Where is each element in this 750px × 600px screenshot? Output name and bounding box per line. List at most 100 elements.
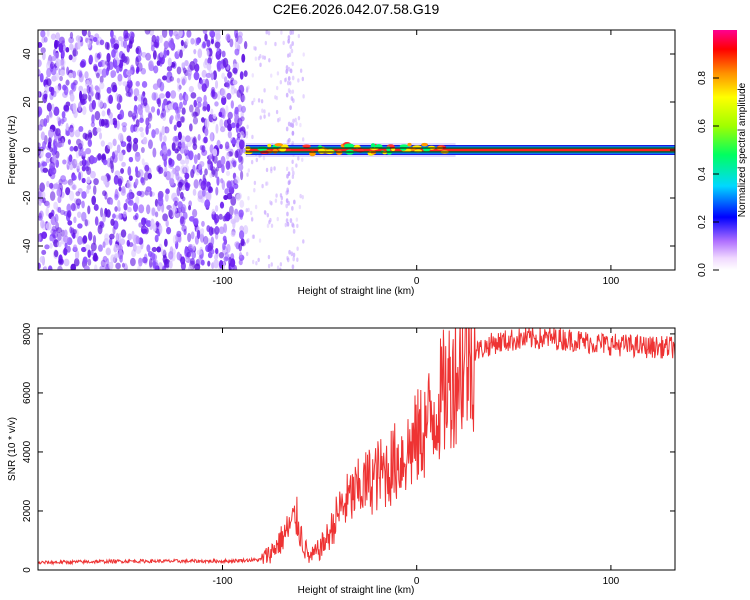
noise-cell — [247, 168, 250, 173]
noise-cell — [216, 91, 221, 101]
noise-cell — [122, 125, 127, 133]
signal-blob — [391, 147, 396, 152]
noise-cell — [97, 99, 104, 108]
noise-cell — [276, 71, 280, 76]
signal-blob — [386, 146, 391, 152]
noise-cell — [76, 163, 81, 169]
noise-cell — [253, 180, 257, 186]
noise-cell — [204, 168, 208, 176]
noise-cell — [111, 49, 116, 58]
noise-cell — [286, 53, 290, 58]
noise-cell — [292, 170, 295, 176]
noise-cell — [135, 119, 140, 128]
noise-cell — [104, 41, 109, 50]
noise-cell — [62, 235, 69, 243]
noise-cell — [287, 171, 291, 177]
noise-cell — [84, 219, 88, 227]
noise-cell — [285, 218, 289, 224]
noise-cell — [95, 72, 100, 79]
noise-cell — [294, 117, 297, 123]
noise-cell — [266, 212, 270, 218]
noise-cell — [110, 254, 116, 263]
noise-cell — [159, 51, 164, 58]
noise-cell — [238, 209, 244, 218]
noise-cell — [156, 246, 162, 253]
noise-cell — [207, 159, 212, 165]
noise-cell — [234, 39, 239, 50]
noise-cell — [79, 90, 83, 101]
noise-cell — [134, 126, 140, 133]
noise-cell — [251, 134, 254, 140]
noise-cell — [267, 112, 271, 117]
noise-cell — [60, 118, 65, 125]
noise-cell — [48, 110, 53, 118]
noise-cell — [196, 249, 203, 256]
noise-cell — [78, 85, 84, 93]
noise-cell — [211, 166, 216, 175]
spectrogram-x-label: Height of straight line (km) — [298, 286, 415, 297]
noise-cell — [197, 133, 201, 141]
noise-cell — [238, 139, 245, 150]
noise-cell — [285, 198, 289, 204]
noise-cell — [201, 69, 207, 78]
noise-cell — [245, 251, 249, 257]
noise-cell — [170, 115, 174, 121]
noise-cell — [121, 53, 126, 63]
noise-cell — [117, 199, 121, 209]
noise-cell — [291, 159, 294, 165]
noise-cell — [111, 86, 117, 93]
noise-cell — [159, 81, 165, 92]
noise-cell — [113, 174, 119, 185]
noise-cell — [117, 132, 124, 142]
noise-cell — [150, 44, 155, 52]
noise-cell — [167, 103, 174, 110]
noise-cell — [284, 77, 287, 83]
noise-cell — [240, 170, 244, 181]
noise-cell — [140, 177, 145, 184]
noise-cell — [299, 193, 302, 199]
noise-cell — [219, 201, 225, 209]
noise-cell — [141, 51, 147, 58]
noise-cell — [187, 232, 192, 243]
noise-cell — [162, 213, 168, 222]
noise-cell — [214, 226, 220, 235]
noise-cell — [258, 238, 262, 243]
noise-cell — [291, 89, 295, 94]
noise-cell — [289, 89, 292, 95]
noise-cell — [288, 137, 291, 143]
noise-cell — [114, 253, 119, 259]
noise-cell — [69, 164, 74, 171]
noise-cell — [270, 223, 274, 228]
noise-cell — [102, 241, 106, 248]
noise-cell — [291, 30, 295, 35]
noise-cell — [184, 155, 190, 165]
noise-cell — [264, 40, 268, 46]
noise-cell — [134, 151, 141, 162]
noise-cell — [81, 158, 87, 167]
noise-cell — [127, 110, 133, 118]
noise-cell — [259, 54, 262, 59]
noise-cell — [87, 205, 91, 215]
noise-cell — [253, 188, 256, 193]
noise-cell — [63, 258, 70, 267]
noise-cell — [54, 213, 59, 223]
noise-cell — [250, 216, 254, 222]
noise-cell — [106, 61, 111, 72]
noise-cell — [214, 168, 218, 179]
noise-cell — [94, 85, 99, 91]
noise-cell — [63, 247, 68, 256]
noise-cell — [240, 238, 245, 247]
noise-cell — [285, 166, 289, 172]
noise-cell — [288, 249, 291, 255]
noise-cell — [215, 186, 219, 196]
noise-cell — [208, 226, 214, 236]
noise-cell — [91, 157, 98, 164]
noise-cell — [202, 106, 207, 112]
y-tick-label: -20 — [22, 190, 33, 205]
noise-cell — [38, 234, 41, 243]
noise-cell — [63, 85, 69, 96]
noise-cell — [286, 211, 289, 217]
noise-cell — [38, 106, 43, 116]
noise-cell — [152, 83, 159, 91]
